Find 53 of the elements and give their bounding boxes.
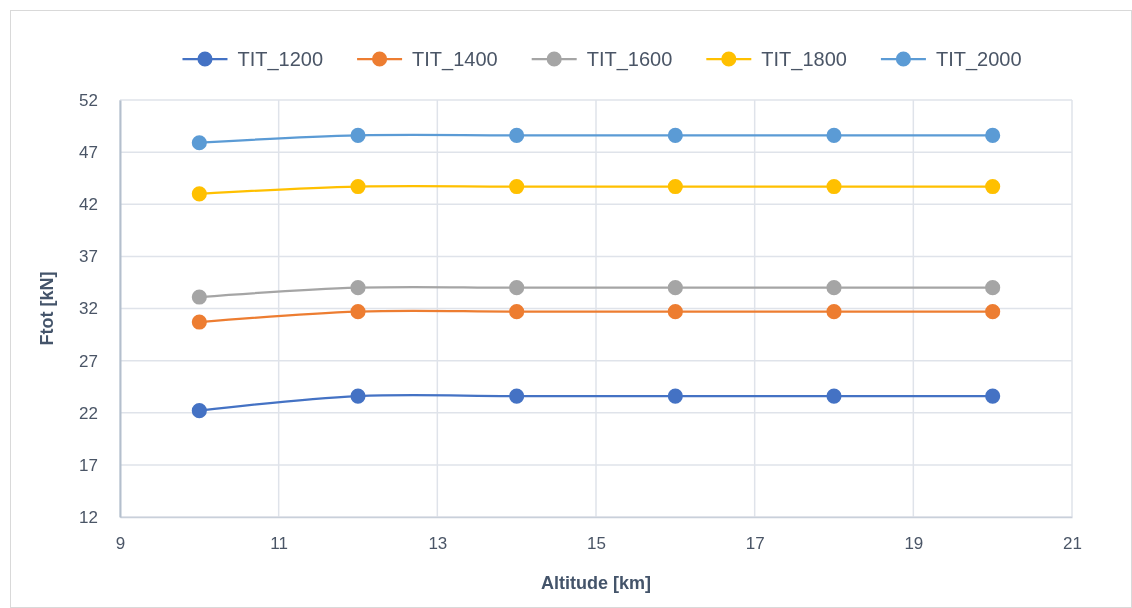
y-tick-label: 17 xyxy=(79,455,98,475)
point xyxy=(191,135,207,151)
point xyxy=(350,304,366,320)
x-tick-label: 17 xyxy=(745,534,765,554)
point xyxy=(985,178,1001,195)
legend-label: TIT_2000 xyxy=(935,48,1022,71)
legend-label: TIT_1800 xyxy=(761,48,847,71)
point xyxy=(191,403,207,419)
x-axis-title: Altitude [km] xyxy=(541,573,651,593)
point xyxy=(985,280,1001,296)
point xyxy=(826,280,842,296)
y-tick-label: 22 xyxy=(79,403,98,423)
point xyxy=(509,127,525,143)
point xyxy=(985,304,1001,320)
y-tick-label: 12 xyxy=(79,507,98,527)
point xyxy=(826,127,842,143)
point xyxy=(667,388,683,404)
point xyxy=(985,127,1001,143)
y-axis-title: Ftot [kN] xyxy=(37,271,57,346)
legend-label: TIT_1400 xyxy=(412,48,498,71)
point xyxy=(509,178,525,195)
point xyxy=(509,388,525,404)
y-tick-label: 27 xyxy=(79,351,98,371)
point xyxy=(350,388,366,404)
point xyxy=(826,388,842,404)
y-tick-label: 42 xyxy=(79,195,98,215)
point xyxy=(191,314,207,330)
point xyxy=(826,304,842,320)
point xyxy=(509,304,525,320)
x-tick-label: 21 xyxy=(1063,534,1082,554)
y-tick-label: 37 xyxy=(79,247,98,267)
point xyxy=(667,304,683,320)
point xyxy=(509,280,525,296)
point xyxy=(667,280,683,296)
x-tick-label: 19 xyxy=(904,534,924,554)
x-tick-label: 15 xyxy=(587,534,606,554)
point xyxy=(191,186,207,202)
y-tick-label: 32 xyxy=(79,299,98,319)
point xyxy=(350,178,366,195)
y-tick-label: 47 xyxy=(79,143,98,163)
point xyxy=(667,178,683,195)
point xyxy=(350,280,366,296)
y-tick-label: 52 xyxy=(79,90,98,110)
x-tick-label: 13 xyxy=(428,534,448,554)
legend-label: TIT_1600 xyxy=(586,48,673,71)
x-tick-label: 9 xyxy=(115,534,126,554)
point xyxy=(667,127,683,143)
point xyxy=(350,127,366,143)
legend-label: TIT_1200 xyxy=(237,48,324,71)
point xyxy=(191,289,207,305)
point xyxy=(985,388,1001,404)
point xyxy=(826,178,842,195)
x-tick-label: 11 xyxy=(270,534,288,554)
